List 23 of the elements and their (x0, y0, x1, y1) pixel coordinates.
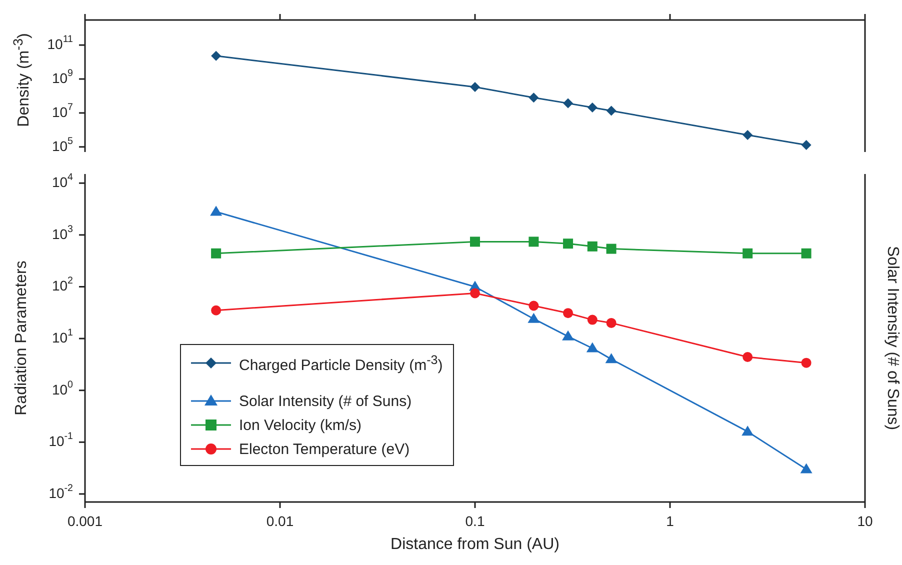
y-axis-title: Radiation Parameters (13, 260, 31, 416)
y-tick-label: 10$^{-1}$ (48, 431, 73, 449)
legend-label: Ion Velocity (km/s) (239, 416, 362, 434)
x-tick-label: 0.1 (465, 512, 485, 529)
y-tick-label: 10$^{1}$ (52, 328, 73, 346)
y-tick-label: 10$^{0}$ (52, 379, 74, 398)
y-tick-label: 10$^{7}$ (52, 102, 73, 120)
y2-axis-title: Solar Intensity (# of Suns) (883, 246, 901, 430)
x-tick-label: 10 (857, 512, 873, 529)
legend-label: Charged Particle Density (m$^{-3}$) (239, 352, 443, 374)
x-tick-label: 0.001 (67, 512, 103, 529)
y-tick-label: 10$^{4}$ (52, 172, 74, 190)
x-tick-label: 0.01 (266, 512, 294, 529)
y-tick-label: 10$^{-2}$ (48, 483, 73, 501)
legend-label: Solar Intensity (# of Suns) (239, 392, 412, 410)
y-tick-label: 10$^{2}$ (52, 276, 73, 294)
y-tick-label: 10$^{11}$ (47, 34, 73, 52)
y-tick-label: 10$^{9}$ (52, 68, 73, 86)
y-tick-label: 10$^{3}$ (52, 224, 74, 242)
legend-label: Electon Temperature (eV) (239, 440, 410, 458)
x-axis-title: Distance from Sun (AU) (390, 536, 560, 554)
x-tick-label: 1 (666, 512, 674, 529)
y-tick-label: 10$^{5}$ (52, 136, 74, 154)
